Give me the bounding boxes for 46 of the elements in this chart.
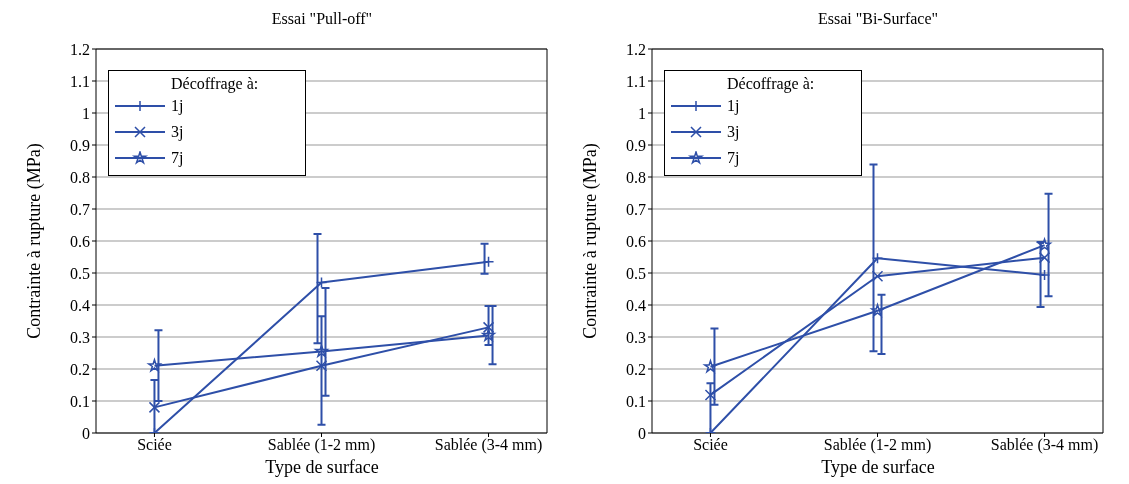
y-tick-label: 0.1 [626, 392, 646, 410]
y-tick-label: 1.2 [70, 40, 90, 58]
x-tick-label: Sablée (3-4 mm) [990, 436, 1099, 455]
y-tick-label: 0.6 [626, 232, 646, 250]
y-tick-label: 0.1 [70, 392, 90, 410]
y-tick-label: 1.1 [626, 72, 646, 90]
legend-label: 1j [171, 97, 184, 115]
y-tick-label: 0.9 [70, 136, 90, 154]
y-tick-label: 0.3 [70, 328, 90, 346]
x-tick-label: Sablée (1-2 mm) [823, 436, 932, 455]
y-tick-label: 0.8 [626, 168, 646, 186]
y-tick-label: 0.2 [70, 360, 90, 378]
y-tick-label: 1 [638, 104, 646, 122]
y-tick-label: 0 [82, 424, 90, 442]
x-tick-label: Sablée (3-4 mm) [434, 436, 543, 455]
y-tick-label: 0.6 [70, 232, 90, 250]
x-axis-title: Type de surface [264, 456, 380, 478]
legend-label: 7j [171, 149, 184, 167]
y-tick-label: 1.1 [70, 72, 90, 90]
legend-label: 3j [171, 123, 184, 141]
y-tick-label: 0 [638, 424, 646, 442]
y-tick-label: 1.2 [626, 40, 646, 58]
y-axis-title: Contrainte à rupture (MPa) [580, 143, 602, 339]
y-tick-label: 0.4 [626, 296, 646, 314]
x-tick-label: Sciée [137, 436, 172, 454]
y-tick-label: 0.7 [70, 200, 90, 218]
y-tick-label: 0.3 [626, 328, 646, 346]
y-tick-label: 0.5 [70, 264, 90, 282]
y-tick-label: 0.4 [70, 296, 90, 314]
y-tick-label: 0.9 [626, 136, 646, 154]
y-tick-label: 0.7 [626, 200, 646, 218]
chart-title: Essai "Pull-off" [270, 10, 374, 28]
x-tick-label: Sablée (1-2 mm) [267, 436, 376, 455]
y-tick-label: 0.5 [626, 264, 646, 282]
y-tick-label: 1 [82, 104, 90, 122]
x-tick-label: Sciée [693, 436, 728, 454]
legend-label: 7j [727, 149, 740, 167]
y-tick-label: 0.8 [70, 168, 90, 186]
chart-title: Essai "Bi-Surface" [816, 10, 940, 28]
y-axis-title: Contrainte à rupture (MPa) [24, 143, 46, 339]
y-tick-label: 0.2 [626, 360, 646, 378]
legend-title: Décoffrage à: [726, 75, 816, 93]
legend-label: 1j [727, 97, 740, 115]
legend-title: Décoffrage à: [170, 75, 260, 93]
x-axis-title: Type de surface [820, 456, 936, 478]
legend-label: 3j [727, 123, 740, 141]
